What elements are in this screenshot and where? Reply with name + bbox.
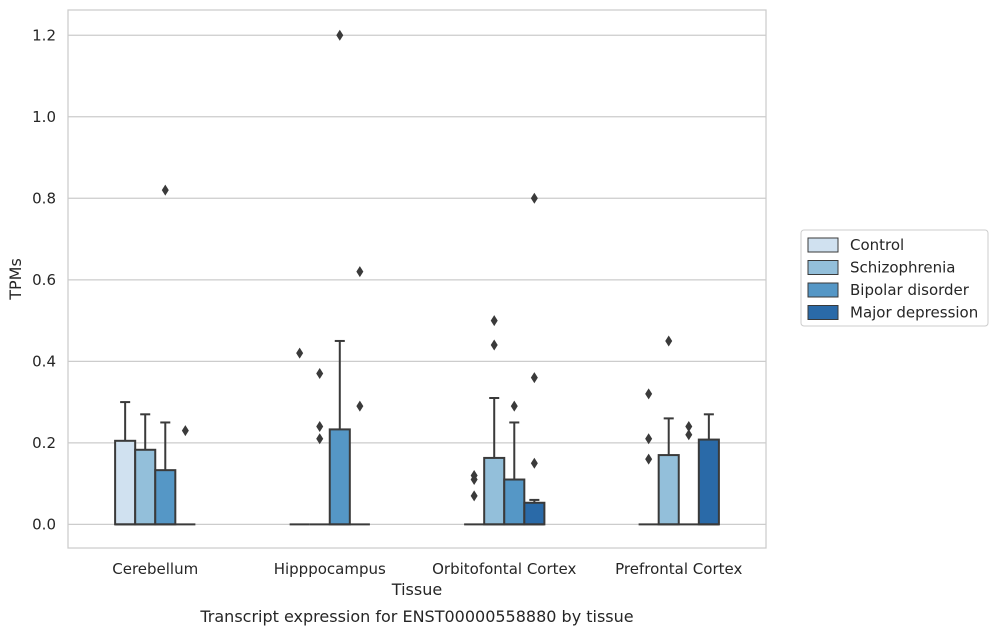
outlier-point — [296, 347, 304, 359]
box-body — [328, 428, 351, 526]
box-body — [523, 501, 546, 526]
box-control — [638, 388, 659, 526]
y-tick-label: 1.0 — [32, 108, 56, 126]
x-tick-label: Hipppocampus — [274, 560, 386, 578]
outlier-point — [336, 29, 344, 41]
outlier-point — [645, 388, 653, 400]
legend-items: Control Schizophrenia Bipolar disorder Majo… — [807, 236, 978, 322]
box-body — [134, 448, 157, 526]
box-bipolar-disorder — [503, 400, 526, 526]
plot-area-frame — [67, 9, 767, 549]
outlier-point — [510, 400, 518, 412]
chart-caption: Transcript expression for ENST0000055888… — [199, 607, 633, 626]
box-schizophrenia — [134, 413, 157, 526]
outlier-point — [645, 453, 653, 465]
legend-label: Major depression — [850, 304, 978, 322]
y-tick-label: 0.6 — [32, 271, 56, 289]
x-axis-ticks: Cerebellum Hipppocampus Orbitofontal Corte… — [112, 560, 742, 578]
outlier-point — [665, 335, 673, 347]
box-schizophrenia — [483, 315, 506, 526]
y-tick-label: 0.0 — [32, 515, 56, 533]
outlier-point — [316, 421, 324, 433]
legend: Control Schizophrenia Bipolar disorder Majo… — [800, 229, 989, 327]
box-body — [503, 478, 526, 526]
outlier-point — [356, 400, 364, 412]
box-schizophrenia — [309, 368, 330, 526]
box-bipolar-disorder — [678, 421, 699, 526]
box-bipolar-disorder — [154, 184, 177, 526]
box-major-depression — [175, 425, 196, 526]
outlier-point — [490, 315, 498, 327]
box-major-depression — [697, 413, 720, 526]
box-body — [697, 438, 720, 526]
box-body — [483, 456, 506, 526]
box-body — [657, 454, 680, 526]
outlier-point — [530, 372, 538, 384]
x-tick-label: Prefrontal Cortex — [615, 560, 742, 578]
legend-label: Bipolar disorder — [850, 281, 970, 299]
outlier-point — [530, 192, 538, 204]
legend-frame — [800, 229, 989, 327]
x-axis-label: Tissue — [391, 580, 442, 599]
grid-lines — [68, 34, 766, 525]
outlier-point — [470, 490, 478, 502]
outlier-point — [181, 425, 189, 437]
box-control — [289, 347, 310, 526]
legend-swatch — [807, 260, 839, 275]
y-tick-label: 0.8 — [32, 189, 56, 207]
y-axis-label: TPMs — [6, 258, 25, 301]
box-control — [114, 401, 137, 526]
boxes — [114, 29, 720, 526]
outlier-point — [490, 339, 498, 351]
x-tick-label: Orbitofontal Cortex — [432, 560, 576, 578]
y-tick-label: 0.2 — [32, 434, 56, 452]
outlier-point — [685, 421, 693, 433]
outlier-point — [161, 184, 169, 196]
outlier-point — [685, 429, 693, 441]
outlier-point — [530, 457, 538, 469]
legend-label: Schizophrenia — [850, 259, 955, 277]
outlier-point — [316, 368, 324, 380]
box-control — [464, 469, 485, 526]
outlier-point — [645, 433, 653, 445]
outlier-point — [470, 474, 478, 486]
x-tick-label: Cerebellum — [112, 560, 198, 578]
y-tick-label: 1.2 — [32, 26, 56, 44]
box-bipolar-disorder — [328, 29, 351, 526]
box-major-depression — [349, 266, 370, 526]
box-schizophrenia — [657, 335, 680, 526]
y-axis-ticks: 0.0 0.2 0.4 0.6 0.8 1.0 1.2 — [32, 26, 56, 533]
box-major-depression — [523, 192, 546, 526]
box-body — [114, 439, 137, 526]
outlier-point — [356, 266, 364, 278]
legend-label: Control — [850, 236, 904, 254]
legend-swatch — [807, 282, 839, 298]
outlier-point — [316, 433, 324, 445]
y-tick-label: 0.4 — [32, 352, 56, 370]
box-body — [154, 469, 177, 526]
legend-swatch — [807, 237, 839, 253]
legend-swatch — [807, 305, 839, 320]
